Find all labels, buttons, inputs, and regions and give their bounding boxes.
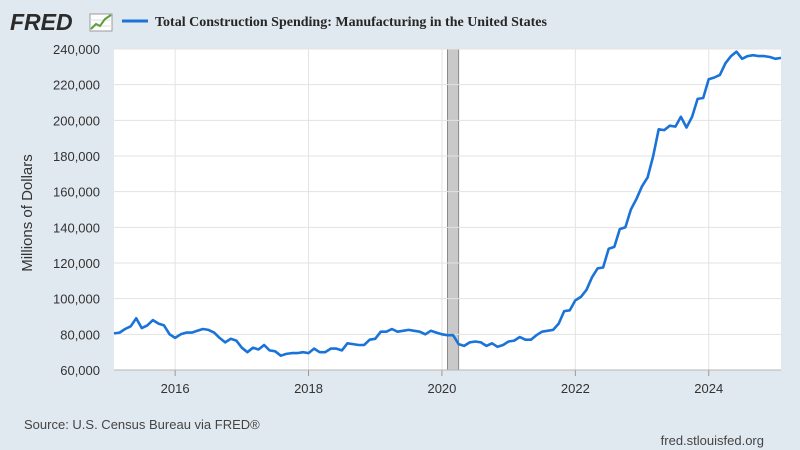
x-tick-label: 2022 <box>561 381 590 396</box>
y-tick-label: 60,000 <box>60 363 100 378</box>
chart-trend-icon <box>89 13 113 32</box>
x-tick-label: 2018 <box>294 381 323 396</box>
site-url[interactable]: fred.stlouisfed.org <box>661 433 764 448</box>
y-tick-label: 200,000 <box>53 113 100 128</box>
y-axis: 60,000 80,000 100,000 120,000 140,000 160,000… <box>53 42 100 378</box>
x-tick-label: 2024 <box>694 381 723 396</box>
source-text: Source: U.S. Census Bureau via FRED® <box>24 417 260 432</box>
y-tick-label: 100,000 <box>53 292 100 307</box>
y-tick-label: 220,000 <box>53 78 100 93</box>
x-tick-label: 2016 <box>161 381 190 396</box>
x-tick-label: 2020 <box>427 381 456 396</box>
grid-layer <box>114 48 781 371</box>
legend: Total Construction Spending: Manufacturi… <box>122 15 547 30</box>
y-tick-label: 180,000 <box>53 149 100 164</box>
y-tick-label: 160,000 <box>53 185 100 200</box>
y-tick-label: 140,000 <box>53 220 100 235</box>
fred-logo[interactable]: FRED <box>10 9 113 35</box>
recession-band <box>447 48 460 371</box>
series-line <box>113 50 782 358</box>
series-layer <box>113 50 782 358</box>
y-axis-label: Millions of Dollars <box>19 154 36 272</box>
recession-layer <box>447 48 460 371</box>
y-tick-label: 120,000 <box>53 256 100 271</box>
fred-logo-text: FRED <box>10 9 73 35</box>
y-tick-label: 240,000 <box>53 42 100 57</box>
y-tick-label: 80,000 <box>60 327 100 342</box>
legend-label: Total Construction Spending: Manufacturi… <box>155 15 547 30</box>
x-axis: 2016 2018 2020 2022 2024 <box>114 369 781 396</box>
